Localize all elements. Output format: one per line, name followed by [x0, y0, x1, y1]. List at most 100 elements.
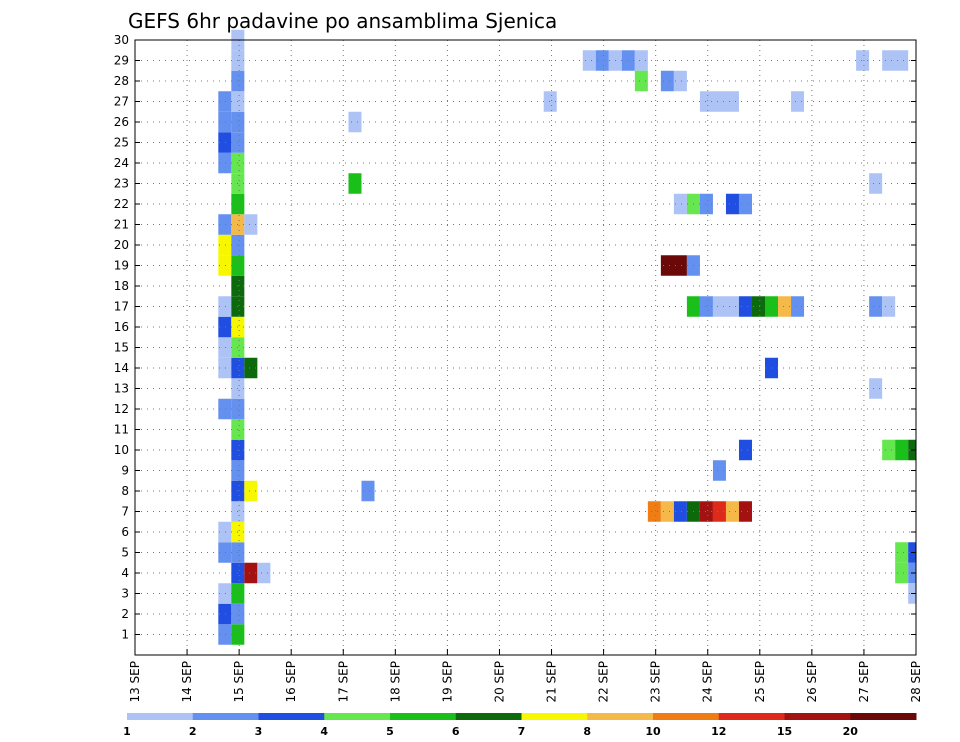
heatmap-cell	[218, 624, 232, 645]
heatmap-cell	[361, 480, 375, 502]
y-tick-label: 17	[114, 300, 129, 314]
heatmap-cell	[218, 521, 232, 543]
x-tick-label: 17 SEP	[336, 661, 350, 703]
heatmap-cell	[895, 439, 909, 461]
heatmap-cell	[348, 173, 362, 194]
x-tick-label: 21 SEP	[545, 661, 559, 703]
x-tick-label: 23 SEP	[649, 661, 663, 703]
legend-swatch	[390, 713, 457, 720]
x-tick-label: 19 SEP	[440, 661, 454, 703]
heatmap-cell	[738, 296, 752, 317]
heatmap-cell	[660, 70, 674, 92]
legend-label: 5	[386, 725, 394, 738]
y-tick-label: 15	[114, 341, 129, 355]
y-axis: 1234567891011121314151617181920212223242…	[114, 33, 916, 642]
y-tick-label: 30	[114, 33, 129, 47]
y-tick-label: 20	[114, 238, 129, 252]
colorbar-legend: 1 2 3 4 5 6 7 8 10 12 15 20	[123, 713, 917, 738]
legend-label: 1	[123, 725, 131, 738]
y-tick-label: 11	[114, 423, 129, 437]
heatmap-cell	[582, 50, 596, 71]
legend-label: 12	[711, 725, 726, 738]
grid-layer	[135, 39, 916, 655]
heatmap-cell	[660, 255, 687, 276]
heatmap-cell	[244, 480, 258, 502]
heatmap-cell	[244, 357, 258, 379]
legend-swatch	[850, 713, 917, 720]
y-tick-label: 24	[114, 156, 129, 170]
heatmap-cell	[218, 91, 232, 112]
heatmap-cell	[218, 603, 232, 625]
legend-label: 10	[645, 725, 661, 738]
legend-swatch	[127, 713, 194, 720]
y-tick-label: 19	[114, 259, 129, 273]
y-tick-label: 4	[121, 566, 129, 580]
heatmap-cell	[738, 193, 752, 215]
heatmap-cell	[738, 501, 752, 522]
legend-swatch	[324, 713, 391, 720]
heatmap-cell	[725, 501, 739, 522]
y-tick-label: 13	[114, 382, 129, 396]
legend-label: 8	[583, 725, 591, 738]
heatmap-cell	[244, 214, 258, 235]
heatmap-cell	[791, 296, 805, 317]
heatmap-cell	[218, 132, 232, 153]
y-tick-label: 26	[114, 115, 129, 129]
y-tick-label: 3	[121, 587, 129, 601]
heatmap-cell	[218, 357, 232, 379]
heatmap-cell	[218, 255, 232, 276]
heatmap-cell	[218, 398, 232, 420]
heatmap-cell	[218, 583, 232, 604]
legend-label: 6	[452, 725, 460, 738]
y-tick-label: 18	[114, 279, 129, 293]
heatmap-cell	[856, 50, 870, 71]
heatmap-cell	[218, 214, 232, 235]
y-tick-label: 14	[114, 361, 129, 375]
legend-label: 2	[189, 725, 197, 738]
y-tick-label: 27	[114, 95, 129, 109]
heatmap-cell	[869, 173, 883, 194]
heatmap-cell	[712, 501, 726, 522]
heatmap-cell	[712, 460, 726, 481]
y-tick-label: 7	[121, 505, 129, 519]
heatmap-cell	[699, 193, 713, 215]
heatmap-cell	[595, 50, 609, 71]
x-tick-label: 25 SEP	[753, 661, 767, 703]
x-tick-label: 16 SEP	[284, 661, 298, 703]
heatmap-cell	[778, 296, 792, 317]
heatmap-cell	[751, 296, 766, 317]
x-tick-label: 24 SEP	[701, 661, 715, 703]
heatmap-cell	[699, 91, 739, 112]
x-tick-label: 22 SEP	[597, 661, 611, 703]
y-tick-label: 5	[121, 546, 129, 560]
heatmap-cell	[218, 542, 232, 563]
heatmap-cell	[869, 378, 883, 399]
y-tick-label: 22	[114, 197, 129, 211]
heatmap-cell	[895, 542, 909, 563]
heatmap-cell	[660, 501, 674, 522]
heatmap-cell	[699, 501, 713, 522]
y-tick-label: 6	[121, 525, 129, 539]
heatmap-cell	[673, 501, 687, 522]
x-tick-label: 15 SEP	[232, 661, 246, 703]
chart-title: GEFS 6hr padavine po ansamblima Sjenica	[128, 9, 557, 33]
legend-label: 7	[518, 725, 526, 738]
heatmap-cell	[218, 111, 232, 133]
legend-swatch	[587, 713, 654, 720]
legend-swatch	[192, 713, 259, 720]
heatmap-cell	[869, 296, 883, 317]
heatmap-cell	[882, 296, 896, 317]
y-tick-label: 21	[114, 218, 129, 232]
y-tick-label: 10	[114, 443, 129, 457]
legend-swatch	[653, 713, 720, 720]
y-tick-label: 23	[114, 177, 129, 191]
legend-label: 4	[320, 725, 328, 738]
legend-label: 3	[255, 725, 263, 738]
heatmap-cell	[699, 296, 713, 317]
heatmap-cell	[725, 193, 739, 215]
legend-swatch	[455, 713, 522, 720]
heatmap-cell	[218, 234, 232, 256]
y-tick-label: 2	[121, 607, 129, 621]
y-tick-label: 29	[114, 54, 129, 68]
x-tick-label: 26 SEP	[805, 661, 819, 703]
